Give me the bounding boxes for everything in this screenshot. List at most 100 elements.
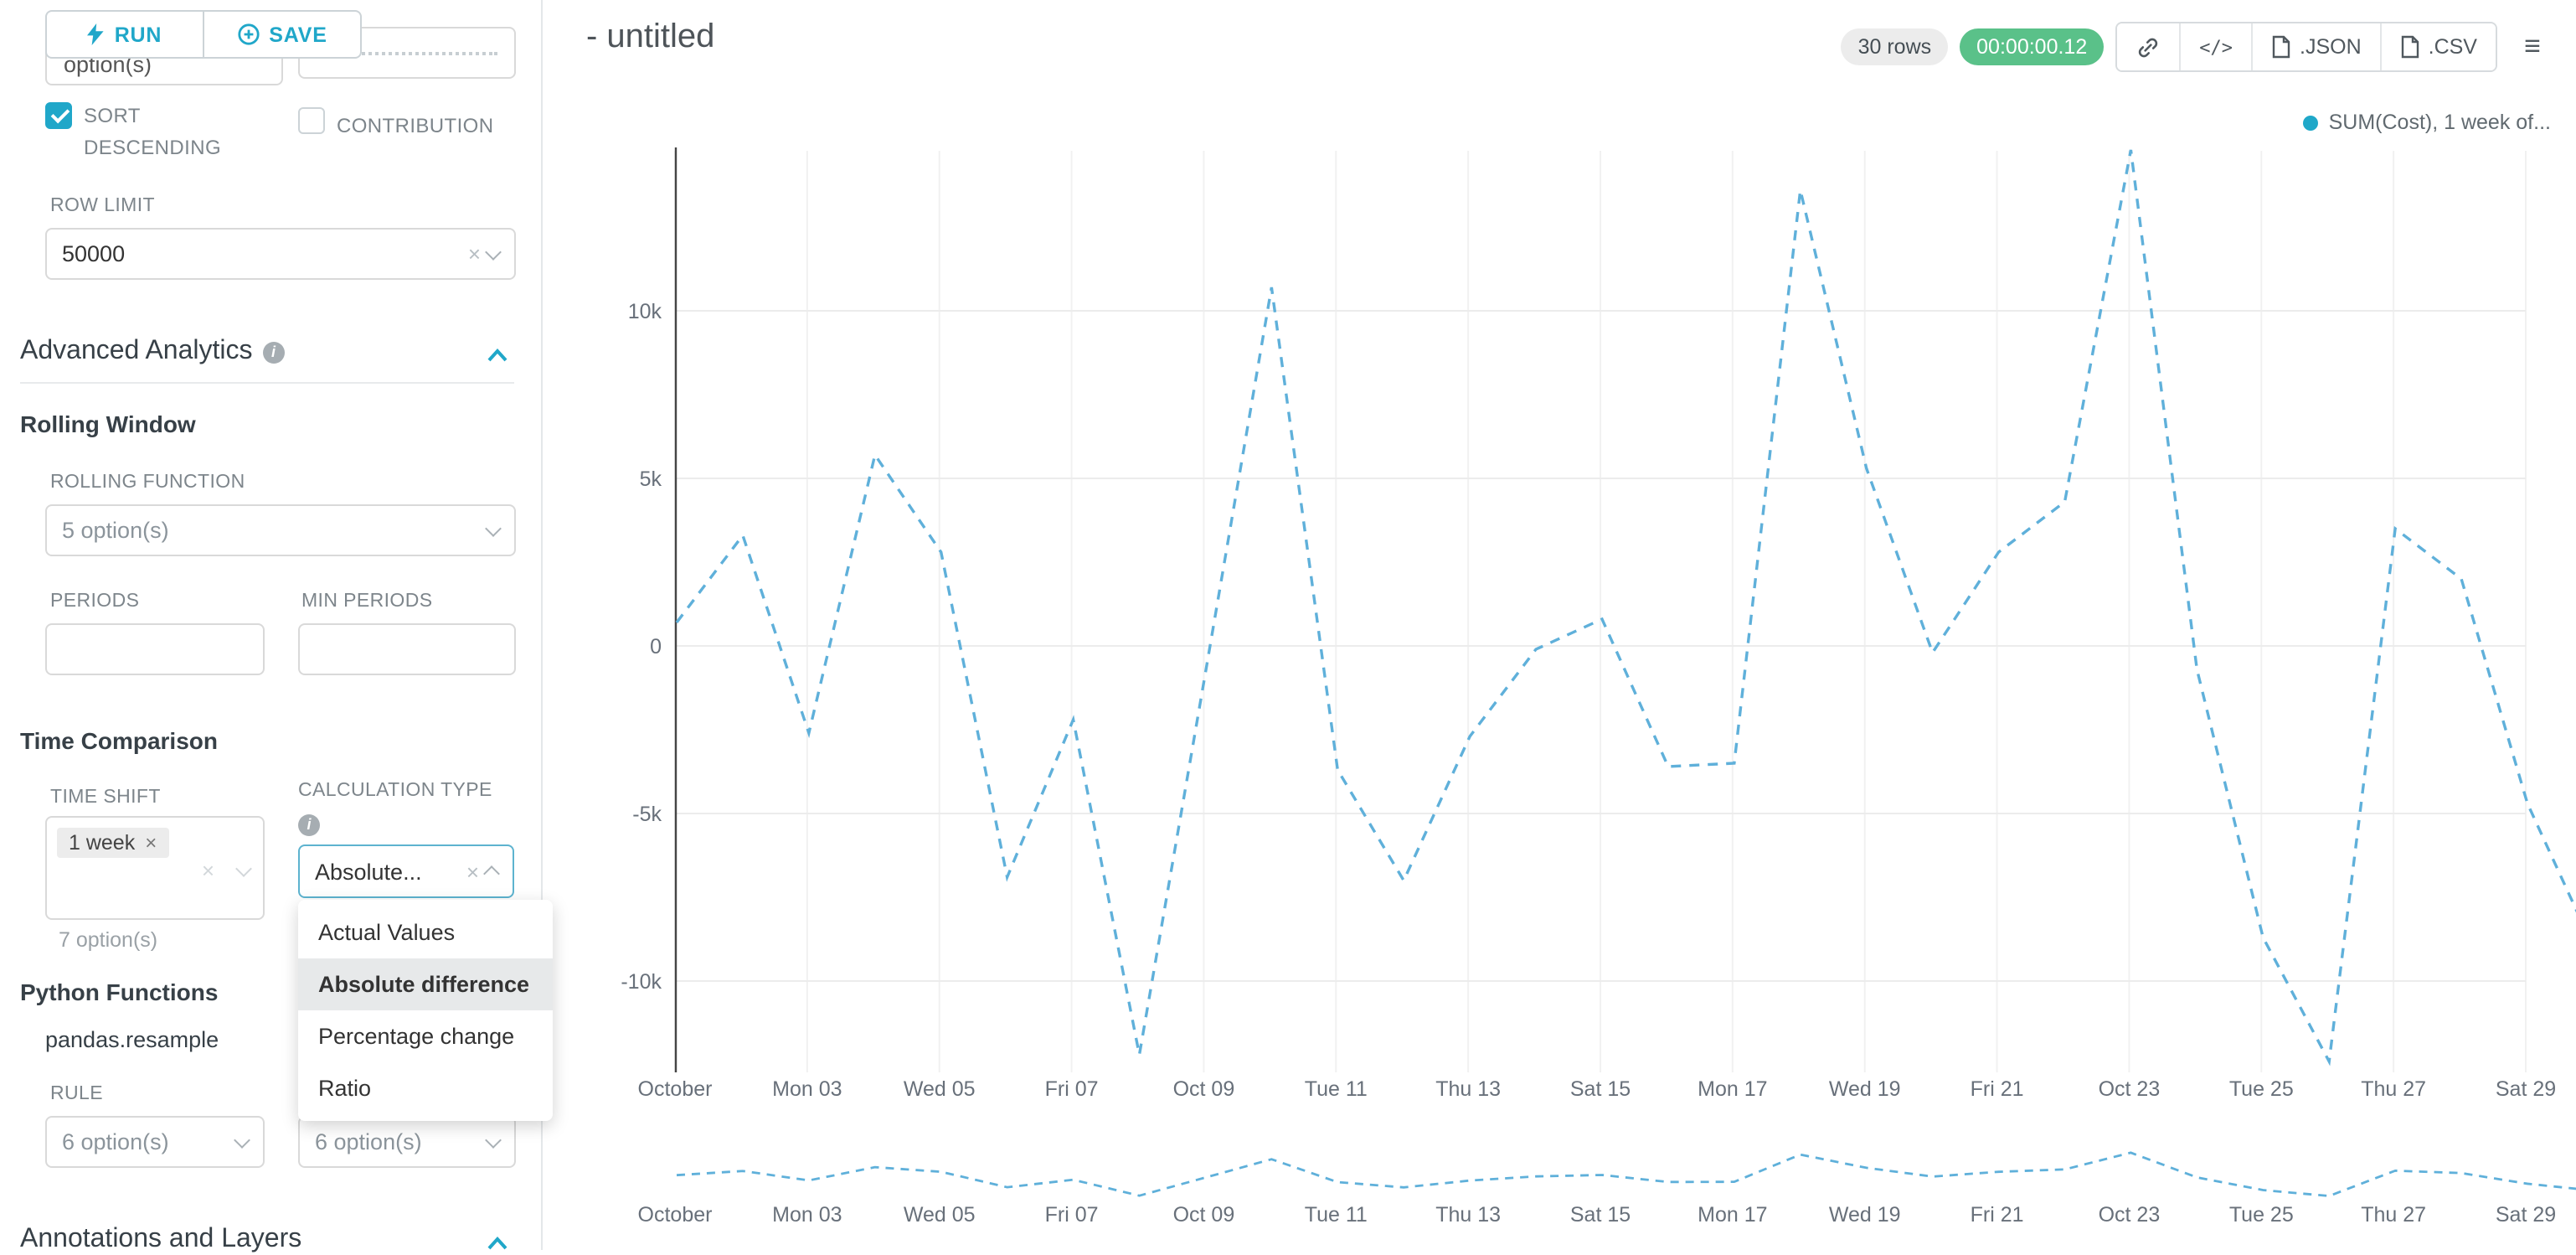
lightning-icon bbox=[87, 23, 105, 45]
svg-text:Thu 27: Thu 27 bbox=[2361, 1077, 2426, 1101]
time-shift-hint: 7 option(s) bbox=[59, 928, 158, 952]
rule-label: RULE bbox=[50, 1084, 103, 1104]
svg-text:-5k: -5k bbox=[632, 803, 662, 826]
dropdown-option[interactable]: Ratio bbox=[318, 1076, 372, 1101]
export-json-button[interactable]: .JSON bbox=[2251, 23, 2380, 70]
info-icon[interactable]: i bbox=[262, 341, 285, 363]
time-shift-label: TIME SHIFT bbox=[50, 788, 161, 808]
header-toolbar: 30 rows 00:00:00.12 </> .JSON .CSV ≡ bbox=[1841, 22, 2556, 72]
chevron-down-icon bbox=[235, 860, 252, 876]
svg-text:Oct 23: Oct 23 bbox=[2099, 1203, 2161, 1227]
calculation-type-select[interactable]: Absolute... × bbox=[298, 844, 514, 898]
svg-text:Fri 07: Fri 07 bbox=[1045, 1203, 1099, 1227]
info-icon[interactable]: i bbox=[298, 814, 320, 836]
svg-text:Tue 25: Tue 25 bbox=[2229, 1203, 2294, 1227]
csv-label: .CSV bbox=[2428, 35, 2477, 59]
sort-descending-checkbox[interactable] bbox=[45, 102, 72, 129]
select-icons: × bbox=[195, 858, 252, 883]
run-button-label: RUN bbox=[114, 23, 162, 46]
svg-text:0: 0 bbox=[650, 635, 662, 658]
chevron-down-icon bbox=[485, 1131, 502, 1148]
svg-text:Thu 13: Thu 13 bbox=[1435, 1077, 1501, 1101]
calculation-type-dropdown: Actual Values Absolute difference Percen… bbox=[298, 900, 553, 1121]
time-shift-select[interactable]: 1 week × × bbox=[45, 816, 265, 920]
chevron-down-icon bbox=[485, 243, 502, 260]
row-limit-label: ROW LIMIT bbox=[50, 196, 155, 216]
dropdown-option-selected[interactable]: Absolute difference bbox=[298, 958, 553, 1010]
advanced-analytics-header[interactable]: Advanced Analytics i bbox=[20, 337, 285, 367]
save-button-label: SAVE bbox=[269, 23, 327, 46]
dropdown-option[interactable]: Actual Values bbox=[318, 920, 456, 945]
svg-text:Mon 03: Mon 03 bbox=[772, 1077, 842, 1101]
svg-text:Fri 07: Fri 07 bbox=[1045, 1077, 1099, 1101]
method-select[interactable]: 6 option(s) bbox=[298, 1116, 516, 1168]
row-limit-select[interactable]: 50000 × bbox=[45, 228, 516, 280]
line-chart[interactable]: October October Mon 03 Mon 03 Wed 05 Wed 05 Fr… bbox=[543, 0, 2576, 1250]
svg-text:Tue 11: Tue 11 bbox=[1305, 1203, 1368, 1227]
rolling-function-label: ROLLING FUNCTION bbox=[50, 473, 245, 493]
svg-text:Wed 05: Wed 05 bbox=[904, 1077, 976, 1101]
json-label: .JSON bbox=[2300, 35, 2362, 59]
copy-link-button[interactable] bbox=[2117, 23, 2180, 70]
chart-title: - untitled bbox=[586, 18, 715, 55]
svg-text:Sat 15: Sat 15 bbox=[1570, 1077, 1631, 1101]
svg-text:Mon 17: Mon 17 bbox=[1698, 1077, 1767, 1101]
svg-text:October: October bbox=[638, 1203, 713, 1227]
dropdown-option[interactable]: Percentage change bbox=[318, 1024, 515, 1049]
timer-badge: 00:00:00.12 bbox=[1960, 28, 2105, 65]
hamburger-menu-button[interactable]: ≡ bbox=[2524, 30, 2541, 62]
svg-text:-10k: -10k bbox=[621, 970, 662, 994]
code-icon: </> bbox=[2199, 36, 2233, 58]
save-button[interactable]: SAVE bbox=[203, 12, 360, 57]
python-functions-title: Python Functions bbox=[20, 979, 219, 1005]
legend-dot bbox=[2303, 115, 2319, 130]
time-comparison-title: Time Comparison bbox=[20, 727, 218, 754]
contribution-checkbox[interactable] bbox=[298, 107, 325, 134]
chevron-down-icon bbox=[234, 1131, 250, 1148]
run-button[interactable]: RUN bbox=[47, 12, 203, 57]
legend-item[interactable]: SUM(Cost), 1 week of... bbox=[2303, 111, 2551, 134]
embed-code-button[interactable]: </> bbox=[2179, 23, 2251, 70]
svg-text:Oct 23: Oct 23 bbox=[2099, 1077, 2161, 1101]
pandas-resample-label: pandas.resample bbox=[45, 1027, 219, 1052]
advanced-analytics-title: Advanced Analytics bbox=[20, 337, 253, 365]
chevron-down-icon bbox=[485, 519, 502, 536]
file-icon bbox=[2401, 35, 2419, 59]
collapse-chevron-icon[interactable] bbox=[486, 1235, 509, 1252]
annotations-title: Annotations and Layers bbox=[20, 1225, 302, 1253]
clear-icon[interactable]: × bbox=[466, 859, 479, 884]
svg-text:Mon 17: Mon 17 bbox=[1698, 1203, 1767, 1227]
tag-remove-icon[interactable]: × bbox=[145, 831, 157, 855]
rolling-function-value: 5 option(s) bbox=[62, 518, 169, 543]
clear-icon[interactable]: × bbox=[467, 241, 481, 266]
svg-text:Thu 27: Thu 27 bbox=[2361, 1203, 2426, 1227]
periods-input[interactable] bbox=[45, 623, 265, 675]
annotations-header[interactable]: Annotations and Layers bbox=[20, 1225, 301, 1255]
export-csv-button[interactable]: .CSV bbox=[2379, 23, 2496, 70]
svg-text:Mon 03: Mon 03 bbox=[772, 1203, 842, 1227]
svg-text:Thu 13: Thu 13 bbox=[1435, 1203, 1501, 1227]
min-periods-input[interactable] bbox=[298, 623, 516, 675]
contribution-label: CONTRIBUTION bbox=[337, 114, 494, 137]
svg-text:Tue 25: Tue 25 bbox=[2229, 1077, 2294, 1101]
periods-label: PERIODS bbox=[50, 591, 140, 612]
rolling-function-select[interactable]: 5 option(s) bbox=[45, 504, 516, 556]
svg-text:Fri 21: Fri 21 bbox=[1971, 1203, 2024, 1227]
rolling-window-title: Rolling Window bbox=[20, 411, 196, 437]
sort-descending-label: SORT DESCENDING bbox=[84, 104, 222, 159]
time-shift-tag: 1 week × bbox=[57, 828, 169, 858]
chevron-up-icon bbox=[483, 865, 500, 882]
svg-text:Wed 19: Wed 19 bbox=[1829, 1203, 1901, 1227]
svg-text:Wed 19: Wed 19 bbox=[1829, 1077, 1901, 1101]
rule-select[interactable]: 6 option(s) bbox=[45, 1116, 265, 1168]
rule-value: 6 option(s) bbox=[62, 1129, 169, 1154]
collapse-chevron-icon[interactable] bbox=[486, 347, 509, 364]
svg-text:Fri 21: Fri 21 bbox=[1971, 1077, 2024, 1101]
svg-text:Sat 29: Sat 29 bbox=[2496, 1203, 2556, 1227]
svg-text:Oct 09: Oct 09 bbox=[1173, 1203, 1235, 1227]
legend-label: SUM(Cost), 1 week of... bbox=[2328, 111, 2551, 134]
calculation-type-value: Absolute... bbox=[315, 859, 422, 884]
dotted-placeholder bbox=[317, 52, 497, 55]
clear-icon[interactable]: × bbox=[201, 858, 214, 883]
link-icon bbox=[2139, 37, 2158, 57]
